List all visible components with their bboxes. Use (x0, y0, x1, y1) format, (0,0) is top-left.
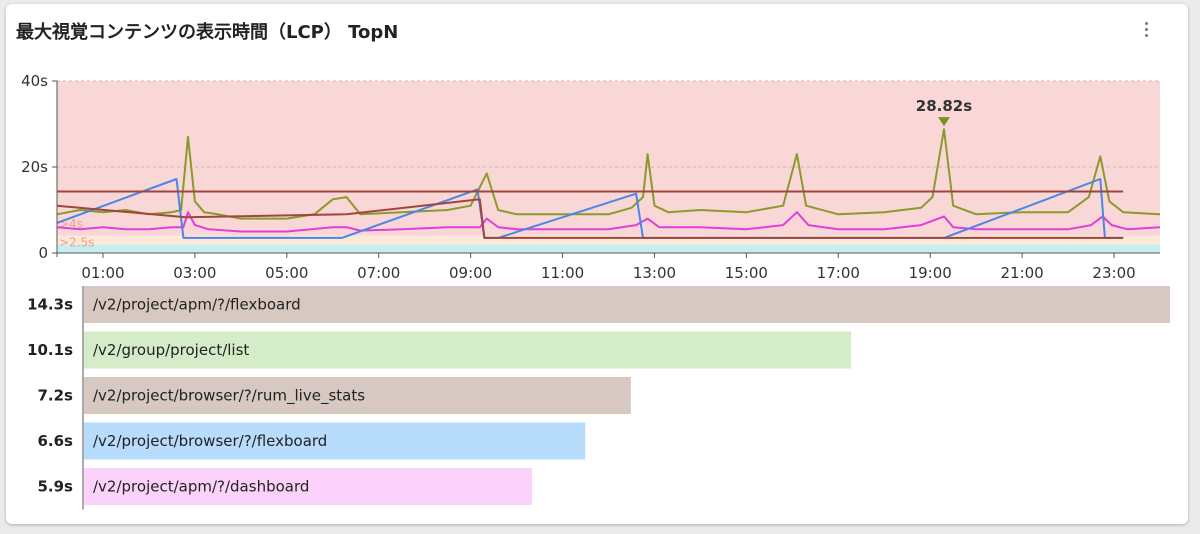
x-tick-label: 21:00 (1001, 264, 1044, 282)
bar-value-label: 10.1s (27, 341, 73, 359)
y-tick-label: 0 (38, 244, 48, 262)
x-tick-label: 17:00 (817, 264, 860, 282)
bar-category-label: /v2/project/apm/?/dashboard (93, 478, 309, 496)
bar (84, 468, 533, 505)
bar (84, 286, 1170, 323)
band-0 (57, 244, 1160, 253)
band-2 (57, 81, 1160, 236)
x-tick-label: 15:00 (725, 264, 768, 282)
bar-category-label: /v2/project/browser/?/rum_live_stats (93, 387, 365, 406)
bar-value-label: 7.2s (37, 387, 73, 405)
band-1 (57, 235, 1160, 245)
x-tick-label: 19:00 (909, 264, 952, 282)
x-tick-label: 13:00 (633, 264, 676, 282)
x-tick-label: 03:00 (173, 264, 216, 282)
bar-value-label: 6.6s (37, 432, 73, 450)
x-tick-label: 09:00 (449, 264, 492, 282)
more-options-icon[interactable] (1134, 14, 1158, 44)
bar (84, 377, 631, 414)
bar (84, 331, 852, 369)
threshold-label: >2.5s (59, 235, 94, 249)
bar-category-label: /v2/project/browser/?/flexboard (93, 432, 327, 450)
x-tick-label: 05:00 (265, 264, 308, 282)
y-tick-label: 40s (21, 72, 48, 90)
x-tick-label: 01:00 (81, 264, 124, 282)
card-title: 最大視覚コンテンツの表示時間（LCP） TopN (16, 22, 399, 43)
bar-value-label: 14.3s (27, 296, 73, 314)
series-line-0 (56, 128, 1161, 220)
x-tick-label: 11:00 (541, 264, 584, 282)
peak-label: 28.82s (916, 97, 972, 115)
bar-category-label: /v2/project/apm/?/flexboard (93, 296, 301, 314)
bar-value-label: 5.9s (37, 478, 73, 496)
y-tick-label: 20s (21, 158, 48, 176)
peak-marker (937, 117, 950, 127)
series-line-3 (56, 198, 1124, 239)
x-tick-label: 07:00 (357, 264, 400, 282)
bar-category-label: /v2/group/project/list (93, 341, 249, 359)
x-tick-label: 23:00 (1092, 264, 1135, 282)
bar (84, 422, 586, 460)
